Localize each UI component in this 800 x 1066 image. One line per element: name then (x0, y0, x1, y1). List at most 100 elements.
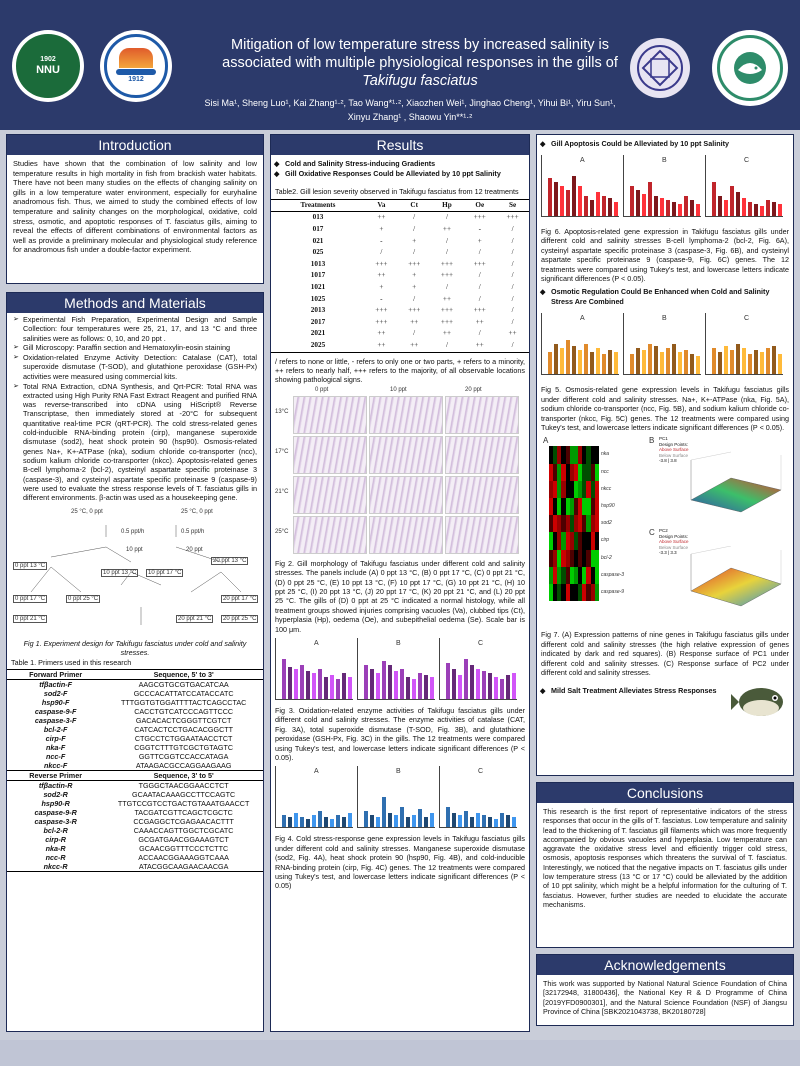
fish-icon (734, 52, 766, 84)
heatmap-cell (573, 498, 579, 516)
authors-line-2: Xinyu Zhang¹ , Shaowu Yin**¹·² (347, 112, 473, 122)
pc1-legend-line: Below Surface (659, 452, 689, 458)
results-heading: Results (271, 135, 529, 155)
design-node: 20 ppt (186, 546, 203, 553)
bar (748, 354, 752, 375)
treatment-label: 1017 (310, 271, 326, 280)
fig3-caption: Fig 3. Oxidation-related enzyme activiti… (275, 706, 525, 763)
forward-primer-rows: tfβactin-F AAGCGTGCGTGACATCAA sod2-F GCCCAC… (7, 680, 263, 771)
heatmap-cell (586, 463, 591, 481)
bar (766, 348, 770, 375)
bar (560, 186, 564, 216)
bar (294, 669, 298, 699)
fig7-caption: Fig 7. (A) Expression patterns of nine g… (541, 630, 789, 678)
primer-sequence: ATACGGCAAGAACAACGA (138, 862, 229, 872)
heatmap-cell (569, 498, 574, 516)
bar (488, 673, 492, 699)
fig6-chart-c: C (705, 155, 783, 217)
lesion-score: +++ (440, 271, 454, 280)
heatmap-cell (565, 584, 570, 602)
bar (748, 202, 752, 216)
lesion-table-row: 025 / / / / / (271, 247, 529, 259)
results-subhead-5-row: Mild Salt Treatment Alleviates Stress Re… (537, 686, 793, 716)
histology-image (369, 435, 443, 474)
design-node: 10 ppt (126, 546, 143, 553)
bar (400, 669, 404, 699)
bar (584, 344, 588, 375)
design-node: 0 ppt 21 °C (13, 614, 48, 623)
heatmap-cell (553, 480, 558, 499)
primer-row: bcl-2-F CATCACTCCTGACACGGCTT (7, 725, 263, 734)
heatmap-cell (573, 532, 579, 550)
title-line-2: associated with multiple physiological r… (222, 55, 618, 71)
primer-sequence: CCGAGGCTCGAGAACACTTT (133, 817, 234, 827)
bar (548, 352, 552, 375)
bar (548, 178, 552, 216)
histology-image (445, 395, 519, 434)
bar (684, 196, 688, 216)
heatmap-cell (582, 498, 587, 516)
lesion-table-row: 2017 +++ ++ +++ ++ / (271, 317, 529, 329)
pc2-legend-line: -3.3 | 3.3 (659, 550, 677, 556)
design-flow-svg (30, 524, 242, 625)
heatmap-cell (586, 446, 591, 464)
primer-row: nkcc-R ATACGGCAAGAACAACGA (7, 862, 263, 872)
design-node: 20 ppt 25 °C (221, 614, 259, 623)
bar (500, 813, 504, 828)
primer-row: caspase-9-R TACGATCGTTCAGCTCGCTC (7, 808, 263, 817)
heatmap-cell (553, 498, 558, 516)
logo1-year: 1902 (40, 56, 56, 64)
acknowledgements-text: This work was supported by National Natu… (543, 979, 787, 1016)
bar (560, 348, 564, 375)
bar (418, 673, 422, 699)
heatmap-cell (561, 549, 566, 567)
bar (324, 677, 328, 699)
heatmap-cell (549, 446, 554, 464)
bar (376, 817, 380, 828)
primer-row: caspase-3-R CCGAGGCTCGAGAACACTTT (7, 817, 263, 826)
bar (636, 190, 640, 216)
design-node: 0 ppt 25 °C (66, 594, 101, 603)
primer-sequence: GGTTCGGTCCACCATAGA (138, 752, 229, 762)
histology-image (293, 395, 367, 434)
pc2-legend-line: PC2 (659, 528, 668, 534)
heatmap-cell (586, 584, 591, 602)
fig7-panel: A nka ncc nkcc hsp90 sod2 cirp bcl-2 caspase-3 c… (541, 436, 789, 626)
bar (718, 196, 722, 216)
lesion-score: / (478, 282, 481, 291)
heatmap-cell (557, 446, 562, 464)
heatmap-cell (561, 480, 566, 499)
heatmap-cell (590, 498, 595, 516)
conclusions-heading: Conclusions (537, 783, 793, 803)
lesion-score: / (511, 306, 514, 315)
bar (590, 200, 594, 216)
lesion-score: / (478, 329, 481, 338)
lesion-score: / (413, 329, 416, 338)
lesion-score: ++ (377, 329, 386, 338)
bar (772, 202, 776, 216)
heatmap-gene-label: sod2 (601, 520, 612, 527)
bar (712, 348, 716, 375)
heatmap-cell (578, 480, 583, 499)
bar (430, 813, 434, 828)
lesion-score: + (412, 236, 417, 245)
lesion-table-row: 2013 +++ +++ +++ +++ / (271, 305, 529, 317)
bar (672, 202, 676, 216)
heatmap-cell (561, 566, 566, 585)
heatmap-cell (553, 532, 558, 550)
bar (348, 677, 352, 699)
primer-sequence: CACCTGTCATCCCAGTTCCC (134, 707, 234, 717)
bar (336, 815, 340, 828)
primer-sequence: GCCCACATTATCCATACCATC (133, 689, 234, 699)
authors: Sisi Ma¹, Sheng Luo¹, Kai Zhang¹·², Tao … (170, 96, 650, 124)
design-node: 0.5 ppt/h (181, 528, 205, 535)
fig4-cold-stress-charts: A B C (275, 766, 525, 832)
bar (736, 192, 740, 216)
treatment-label: 017 (312, 225, 324, 233)
lesion-score: +++ (440, 306, 454, 315)
design-node: 0 ppt 13 °C (13, 561, 48, 570)
lesion-score: +++ (440, 317, 454, 326)
bar (614, 202, 618, 216)
bar (330, 675, 334, 699)
primer-name: caspase-9-F (34, 707, 77, 717)
